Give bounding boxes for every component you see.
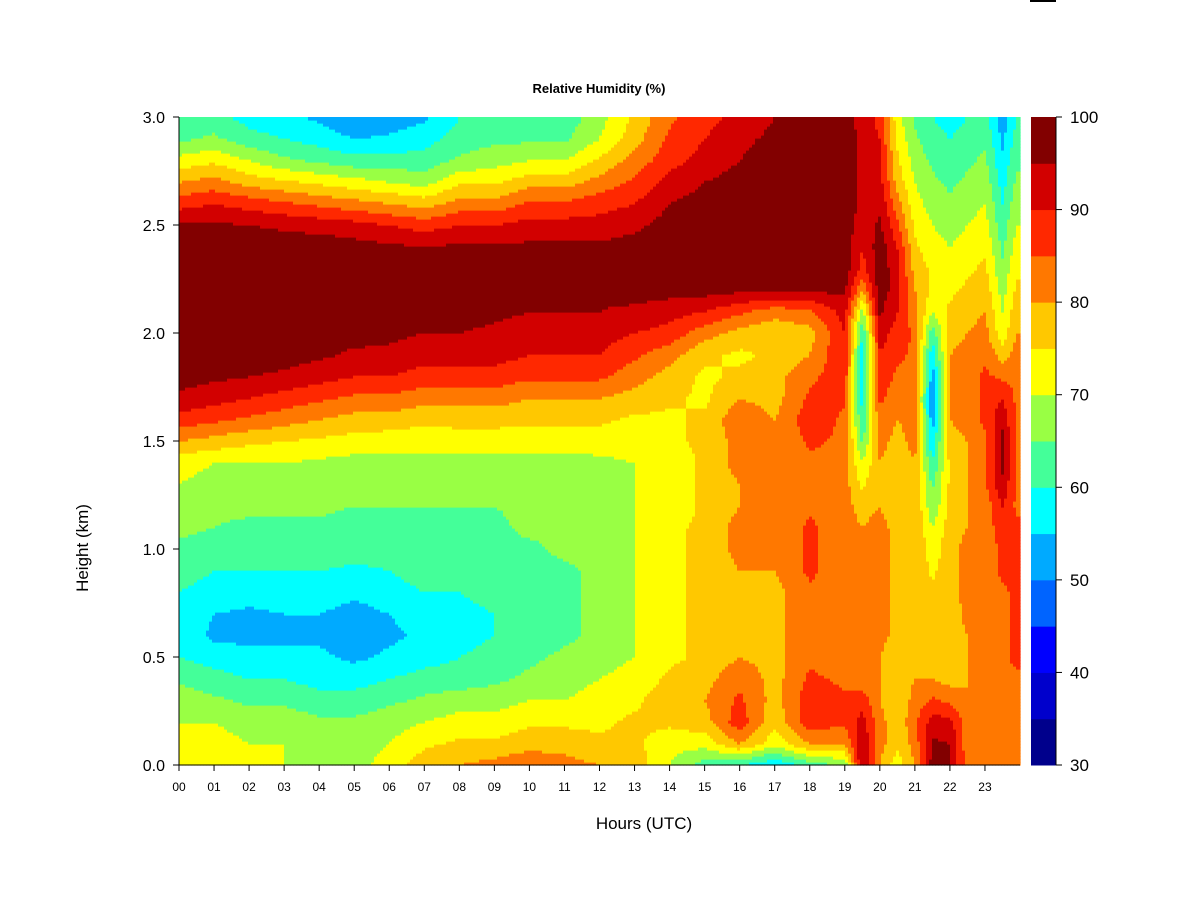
heatmap-plot-area <box>179 117 1021 766</box>
chart-title: Relative Humidity (%) <box>533 81 666 96</box>
